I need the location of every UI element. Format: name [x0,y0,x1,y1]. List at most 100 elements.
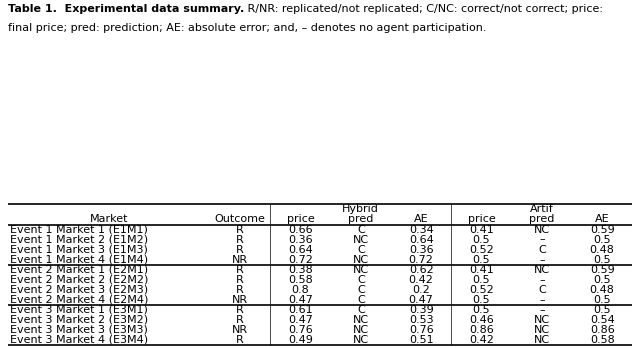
Text: C: C [538,285,546,295]
Text: NC: NC [534,315,550,325]
Text: Event 1 Market 3 (E1M3): Event 1 Market 3 (E1M3) [10,245,148,255]
Text: 0.51: 0.51 [409,335,433,345]
Text: NC: NC [534,335,550,345]
Text: C: C [357,245,365,255]
Text: C: C [357,305,365,315]
Text: R: R [236,224,244,235]
Text: Event 3 Market 3 (E3M3): Event 3 Market 3 (E3M3) [10,325,148,335]
Text: 0.5: 0.5 [593,295,611,305]
Text: Event 1 Market 2 (E1M2): Event 1 Market 2 (E1M2) [10,235,148,245]
Text: Event 3 Market 4 (E3M4): Event 3 Market 4 (E3M4) [10,335,148,345]
Text: 0.42: 0.42 [409,275,433,285]
Text: 0.86: 0.86 [590,325,614,335]
Text: –: – [539,255,545,265]
Text: Event 2 Market 2 (E2M2): Event 2 Market 2 (E2M2) [10,275,148,285]
Text: pred: pred [529,214,554,224]
Text: NC: NC [534,325,550,335]
Text: 0.47: 0.47 [288,315,313,325]
Text: 0.5: 0.5 [593,275,611,285]
Text: 0.39: 0.39 [409,305,433,315]
Text: NC: NC [353,335,369,345]
Text: 0.66: 0.66 [288,224,313,235]
Text: 0.58: 0.58 [590,335,614,345]
Text: Artif: Artif [530,204,554,214]
Text: 0.52: 0.52 [469,245,494,255]
Text: 0.5: 0.5 [473,275,490,285]
Text: R/NR: replicated/not replicated; C/NC: correct/not correct; price:: R/NR: replicated/not replicated; C/NC: c… [244,4,603,14]
Text: final price; pred: prediction; AE: absolute error; and, – denotes no agent parti: final price; pred: prediction; AE: absol… [8,23,486,33]
Text: 0.76: 0.76 [409,325,433,335]
Text: NR: NR [232,255,248,265]
Text: 0.5: 0.5 [473,295,490,305]
Text: 0.5: 0.5 [593,255,611,265]
Text: 0.41: 0.41 [469,265,494,275]
Text: –: – [539,275,545,285]
Text: 0.76: 0.76 [288,325,313,335]
Text: 0.59: 0.59 [590,265,614,275]
Text: AE: AE [414,214,428,224]
Text: Outcome: Outcome [214,214,266,224]
Text: NC: NC [353,265,369,275]
Text: C: C [357,295,365,305]
Text: 0.34: 0.34 [409,224,433,235]
Text: price: price [468,214,495,224]
Text: NC: NC [353,325,369,335]
Text: 0.5: 0.5 [473,235,490,245]
Text: Event 3 Market 2 (E3M2): Event 3 Market 2 (E3M2) [10,315,148,325]
Text: R: R [236,305,244,315]
Text: R: R [236,285,244,295]
Text: Event 1 Market 4 (E1M4): Event 1 Market 4 (E1M4) [10,255,148,265]
Text: Event 2 Market 3 (E2M3): Event 2 Market 3 (E2M3) [10,285,148,295]
Text: 0.64: 0.64 [409,235,433,245]
Text: 0.58: 0.58 [288,275,313,285]
Text: 0.38: 0.38 [288,265,313,275]
Text: Table 1.  Experimental data summary.: Table 1. Experimental data summary. [8,4,244,14]
Text: NR: NR [232,325,248,335]
Text: 0.8: 0.8 [292,285,309,295]
Text: Event 2 Market 1 (E2M1): Event 2 Market 1 (E2M1) [10,265,148,275]
Text: 0.72: 0.72 [409,255,433,265]
Text: 0.86: 0.86 [469,325,494,335]
Text: 0.49: 0.49 [288,335,313,345]
Text: 0.52: 0.52 [469,285,494,295]
Text: R: R [236,265,244,275]
Text: NR: NR [232,295,248,305]
Text: NC: NC [353,255,369,265]
Text: Event 3 Market 1 (E3M1): Event 3 Market 1 (E3M1) [10,305,148,315]
Text: 0.36: 0.36 [409,245,433,255]
Text: Event 2 Market 4 (E2M4): Event 2 Market 4 (E2M4) [10,295,148,305]
Text: –: – [539,235,545,245]
Text: 0.42: 0.42 [469,335,494,345]
Text: 0.2: 0.2 [412,285,430,295]
Text: 0.53: 0.53 [409,315,433,325]
Text: Event 1 Market 1 (E1M1): Event 1 Market 1 (E1M1) [10,224,148,235]
Text: 0.48: 0.48 [589,285,614,295]
Text: 0.48: 0.48 [589,245,614,255]
Text: NC: NC [353,235,369,245]
Text: 0.5: 0.5 [593,235,611,245]
Text: NC: NC [534,224,550,235]
Text: 0.41: 0.41 [469,224,494,235]
Text: –: – [539,295,545,305]
Text: Hybrid: Hybrid [342,204,380,214]
Text: NC: NC [353,315,369,325]
Text: 0.54: 0.54 [590,315,614,325]
Text: 0.61: 0.61 [288,305,313,315]
Text: C: C [357,224,365,235]
Text: 0.36: 0.36 [288,235,313,245]
Text: 0.47: 0.47 [288,295,313,305]
Text: 0.5: 0.5 [593,305,611,315]
Text: 0.64: 0.64 [288,245,313,255]
Text: C: C [357,275,365,285]
Text: C: C [538,245,546,255]
Text: 0.62: 0.62 [409,265,433,275]
Text: AE: AE [595,214,609,224]
Text: NC: NC [534,265,550,275]
Text: 0.5: 0.5 [473,255,490,265]
Text: 0.5: 0.5 [473,305,490,315]
Text: R: R [236,315,244,325]
Text: R: R [236,335,244,345]
Text: price: price [287,214,314,224]
Text: –: – [539,305,545,315]
Text: 0.47: 0.47 [409,295,433,305]
